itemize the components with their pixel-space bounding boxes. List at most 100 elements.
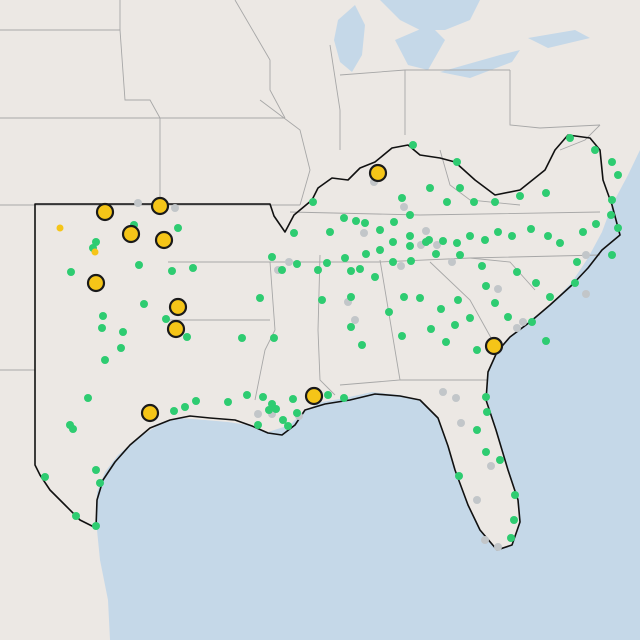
inactive-station-marker[interactable] bbox=[494, 543, 502, 551]
inactive-station-marker[interactable] bbox=[519, 318, 527, 326]
active-station-marker[interactable] bbox=[67, 268, 75, 276]
inactive-station-marker[interactable] bbox=[285, 258, 293, 266]
alert-site-marker-small[interactable] bbox=[56, 224, 64, 232]
alert-site-marker[interactable] bbox=[368, 163, 388, 183]
active-station-marker[interactable] bbox=[390, 218, 398, 226]
active-station-marker[interactable] bbox=[99, 312, 107, 320]
active-station-marker[interactable] bbox=[592, 220, 600, 228]
active-station-marker[interactable] bbox=[571, 279, 579, 287]
active-station-marker[interactable] bbox=[544, 232, 552, 240]
active-station-marker[interactable] bbox=[361, 219, 369, 227]
inactive-station-marker[interactable] bbox=[452, 394, 460, 402]
inactive-station-marker[interactable] bbox=[400, 203, 408, 211]
inactive-station-marker[interactable] bbox=[254, 410, 262, 418]
active-station-marker[interactable] bbox=[140, 300, 148, 308]
active-station-marker[interactable] bbox=[135, 261, 143, 269]
alert-site-marker[interactable] bbox=[95, 202, 115, 222]
active-station-marker[interactable] bbox=[400, 293, 408, 301]
active-station-marker[interactable] bbox=[398, 194, 406, 202]
active-station-marker[interactable] bbox=[504, 313, 512, 321]
active-station-marker[interactable] bbox=[389, 238, 397, 246]
inactive-station-marker[interactable] bbox=[457, 419, 465, 427]
active-station-marker[interactable] bbox=[293, 260, 301, 268]
inactive-station-marker[interactable] bbox=[433, 241, 441, 249]
active-station-marker[interactable] bbox=[268, 253, 276, 261]
active-station-marker[interactable] bbox=[546, 293, 554, 301]
active-station-marker[interactable] bbox=[482, 282, 490, 290]
active-station-marker[interactable] bbox=[347, 293, 355, 301]
inactive-station-marker[interactable] bbox=[422, 227, 430, 235]
alert-site-marker[interactable] bbox=[168, 297, 188, 317]
active-station-marker[interactable] bbox=[556, 239, 564, 247]
active-station-marker[interactable] bbox=[454, 296, 462, 304]
active-station-marker[interactable] bbox=[183, 333, 191, 341]
active-station-marker[interactable] bbox=[481, 236, 489, 244]
active-station-marker[interactable] bbox=[168, 267, 176, 275]
active-station-marker[interactable] bbox=[579, 228, 587, 236]
active-station-marker[interactable] bbox=[265, 406, 273, 414]
active-station-marker[interactable] bbox=[422, 238, 430, 246]
alert-site-marker[interactable] bbox=[484, 336, 504, 356]
active-station-marker[interactable] bbox=[92, 238, 100, 246]
active-station-marker[interactable] bbox=[314, 266, 322, 274]
active-station-marker[interactable] bbox=[181, 403, 189, 411]
active-station-marker[interactable] bbox=[527, 225, 535, 233]
active-station-marker[interactable] bbox=[385, 308, 393, 316]
inactive-station-marker[interactable] bbox=[134, 199, 142, 207]
active-station-marker[interactable] bbox=[389, 258, 397, 266]
active-station-marker[interactable] bbox=[358, 341, 366, 349]
inactive-station-marker[interactable] bbox=[360, 229, 368, 237]
inactive-station-marker[interactable] bbox=[582, 290, 590, 298]
inactive-station-marker[interactable] bbox=[351, 316, 359, 324]
alert-site-marker[interactable] bbox=[154, 230, 174, 250]
active-station-marker[interactable] bbox=[513, 268, 521, 276]
active-station-marker[interactable] bbox=[496, 456, 504, 464]
active-station-marker[interactable] bbox=[427, 325, 435, 333]
active-station-marker[interactable] bbox=[356, 265, 364, 273]
active-station-marker[interactable] bbox=[507, 534, 515, 542]
active-station-marker[interactable] bbox=[607, 211, 615, 219]
active-station-marker[interactable] bbox=[437, 305, 445, 313]
active-station-marker[interactable] bbox=[92, 466, 100, 474]
active-station-marker[interactable] bbox=[432, 250, 440, 258]
active-station-marker[interactable] bbox=[117, 344, 125, 352]
inactive-station-marker[interactable] bbox=[171, 204, 179, 212]
alert-site-marker[interactable] bbox=[140, 403, 160, 423]
inactive-station-marker[interactable] bbox=[481, 536, 489, 544]
active-station-marker[interactable] bbox=[340, 394, 348, 402]
active-station-marker[interactable] bbox=[323, 259, 331, 267]
active-station-marker[interactable] bbox=[189, 264, 197, 272]
active-station-marker[interactable] bbox=[376, 226, 384, 234]
alert-site-marker[interactable] bbox=[304, 386, 324, 406]
inactive-station-marker[interactable] bbox=[448, 258, 456, 266]
active-station-marker[interactable] bbox=[341, 254, 349, 262]
active-station-marker[interactable] bbox=[416, 294, 424, 302]
active-station-marker[interactable] bbox=[96, 479, 104, 487]
alert-site-marker[interactable] bbox=[150, 196, 170, 216]
active-station-marker[interactable] bbox=[511, 491, 519, 499]
active-station-marker[interactable] bbox=[482, 448, 490, 456]
alert-site-marker[interactable] bbox=[121, 224, 141, 244]
active-station-marker[interactable] bbox=[259, 393, 267, 401]
active-station-marker[interactable] bbox=[473, 426, 481, 434]
inactive-station-marker[interactable] bbox=[487, 462, 495, 470]
active-station-marker[interactable] bbox=[272, 405, 280, 413]
active-station-marker[interactable] bbox=[347, 267, 355, 275]
active-station-marker[interactable] bbox=[483, 408, 491, 416]
active-station-marker[interactable] bbox=[470, 198, 478, 206]
active-station-marker[interactable] bbox=[456, 184, 464, 192]
active-station-marker[interactable] bbox=[442, 338, 450, 346]
active-station-marker[interactable] bbox=[284, 422, 292, 430]
active-station-marker[interactable] bbox=[608, 196, 616, 204]
active-station-marker[interactable] bbox=[41, 473, 49, 481]
active-station-marker[interactable] bbox=[290, 229, 298, 237]
active-station-marker[interactable] bbox=[119, 328, 127, 336]
active-station-marker[interactable] bbox=[542, 189, 550, 197]
active-station-marker[interactable] bbox=[528, 318, 536, 326]
active-station-marker[interactable] bbox=[426, 184, 434, 192]
active-station-marker[interactable] bbox=[573, 258, 581, 266]
active-station-marker[interactable] bbox=[352, 217, 360, 225]
active-station-marker[interactable] bbox=[406, 242, 414, 250]
active-station-marker[interactable] bbox=[466, 314, 474, 322]
active-station-marker[interactable] bbox=[162, 315, 170, 323]
